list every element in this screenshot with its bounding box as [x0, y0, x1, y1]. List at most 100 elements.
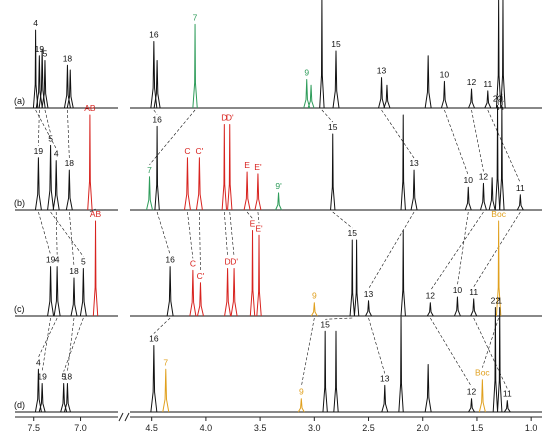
- correlation-line-2-16: [153, 317, 171, 334]
- correlation-line-2-19: [41, 317, 51, 372]
- peak-3-12: [468, 398, 475, 413]
- peak-1-4: [87, 114, 93, 211]
- peak-label-1-7: C: [184, 146, 190, 156]
- correlation-line-2-15: [325, 317, 353, 320]
- peak-label-3-14: 22: [491, 296, 501, 306]
- peak-label-3-2: 5: [61, 372, 66, 382]
- peak-2-10: [249, 230, 256, 317]
- peak-label-3-13: Boc: [475, 368, 490, 378]
- peak-label-1-22: 11: [516, 183, 525, 193]
- correlation-line-1-16: [156, 211, 171, 255]
- peak-0-17: [468, 88, 475, 109]
- peak-label-0-9: 9: [304, 68, 309, 78]
- peak-1-18: [479, 182, 487, 211]
- correlation-line-2-Boc: [482, 317, 499, 368]
- peak-correlation-lines: [35, 93, 521, 389]
- peak-2-12: [310, 302, 318, 317]
- peak-label-1-21: 1: [500, 94, 505, 104]
- peak-0-20: [500, 0, 506, 109]
- peak-1-16: [410, 169, 418, 211]
- peak-2-4: [92, 220, 99, 317]
- peak-labels: 4195181679151513101211221(a)195418AB716C…: [14, 12, 525, 410]
- peak-2-0: [47, 266, 55, 317]
- peak-1-3: [65, 169, 73, 211]
- peak-0-15: [424, 55, 432, 109]
- correlation-line-1-11: [473, 211, 521, 288]
- correlation-line-1-C: [187, 211, 194, 259]
- peak-3-11: [424, 364, 432, 413]
- peak-label-3-6: 9: [299, 387, 304, 397]
- peak-label-3-5: 7: [163, 357, 168, 367]
- x-axis: 7.5 7.0 4.5 4.0 3.5 3.0 2.5 2.0 1.5 1.0: [15, 412, 542, 433]
- peak-2-9: [230, 268, 238, 317]
- peak-label-1-16: 13: [409, 158, 419, 168]
- correlation-line-1-19: [38, 211, 51, 255]
- peak-0-18: [484, 90, 492, 109]
- peak-1-21: [499, 105, 505, 211]
- peak-label-2-13: 15: [348, 228, 358, 238]
- peak-label-2-5: 16: [165, 255, 175, 265]
- correlation-line-1-C': [199, 211, 201, 271]
- peak-label-2-7: C': [197, 271, 205, 281]
- peak-1-10: [227, 124, 233, 211]
- peak-label-3-1: 19: [37, 372, 47, 382]
- peak-label-0-3: 5: [43, 49, 48, 59]
- x-tick-label-2: 4.5: [145, 423, 158, 433]
- spectra-traces: [15, 0, 542, 413]
- correlation-line-2-9: [301, 317, 315, 387]
- peak-0-6: [150, 41, 158, 109]
- correlation-line-2-5: [63, 317, 84, 372]
- peak-1-12: [254, 173, 262, 211]
- peak-0-12: [332, 50, 340, 109]
- peak-0-10: [307, 84, 315, 109]
- peak-label-1-17: 10: [464, 175, 474, 185]
- peak-1-22: [516, 194, 524, 211]
- peak-2-11: [256, 234, 262, 317]
- peak-2-2: [70, 277, 78, 317]
- peak-label-3-0: 4: [36, 357, 41, 367]
- peak-label-0-13: 13: [377, 66, 387, 76]
- peak-1-5: [146, 176, 154, 211]
- peak-label-1-18: 12: [479, 171, 489, 181]
- peak-2-16: [400, 230, 406, 317]
- correlation-line-1-13: [368, 211, 415, 289]
- peak-0-8: [192, 23, 198, 109]
- peak-label-2-15: 13: [364, 289, 374, 299]
- peak-label-2-9: D': [230, 257, 238, 267]
- peak-2-20: [495, 220, 502, 317]
- peak-label-1-3: 18: [65, 158, 75, 168]
- peak-label-1-6: 16: [152, 114, 162, 124]
- peak-0-16: [440, 80, 448, 109]
- correlation-line-1-D: [224, 211, 228, 257]
- correlation-line-1-E: [246, 211, 253, 219]
- correlation-line-0-16: [153, 109, 158, 115]
- x-axis-break-mark: [118, 412, 130, 422]
- x-tick-label-3: 4.0: [200, 423, 213, 433]
- correlation-line-1-12: [430, 211, 484, 291]
- peak-1-8: [195, 157, 203, 211]
- x-tick-label-7: 2.0: [416, 423, 429, 433]
- peak-0-7: [153, 60, 161, 109]
- correlation-line-1-5: [50, 211, 84, 257]
- peak-3-8: [333, 330, 339, 413]
- peak-3-1: [38, 383, 46, 413]
- peak-1-6: [154, 125, 160, 211]
- peak-3-2: [60, 383, 68, 413]
- peak-label-2-10: E: [250, 219, 256, 229]
- peak-2-15: [365, 300, 372, 317]
- peak-2-19: [470, 298, 478, 317]
- peak-label-1-20: 22: [493, 94, 503, 104]
- peak-label-1-8: C': [196, 146, 204, 156]
- peak-label-3-12: 12: [467, 387, 477, 397]
- peak-1-9: [221, 124, 228, 211]
- panel-label-3: (d): [14, 400, 25, 410]
- peak-label-2-1: 4: [55, 255, 60, 265]
- peak-3-16: [503, 400, 511, 413]
- peak-label-2-17: 12: [426, 291, 436, 301]
- peak-1-13: [275, 192, 282, 211]
- x-tick-label-8: 1.5: [471, 423, 484, 433]
- correlation-line-0-10: [444, 109, 469, 176]
- peak-label-2-2: 18: [69, 266, 79, 276]
